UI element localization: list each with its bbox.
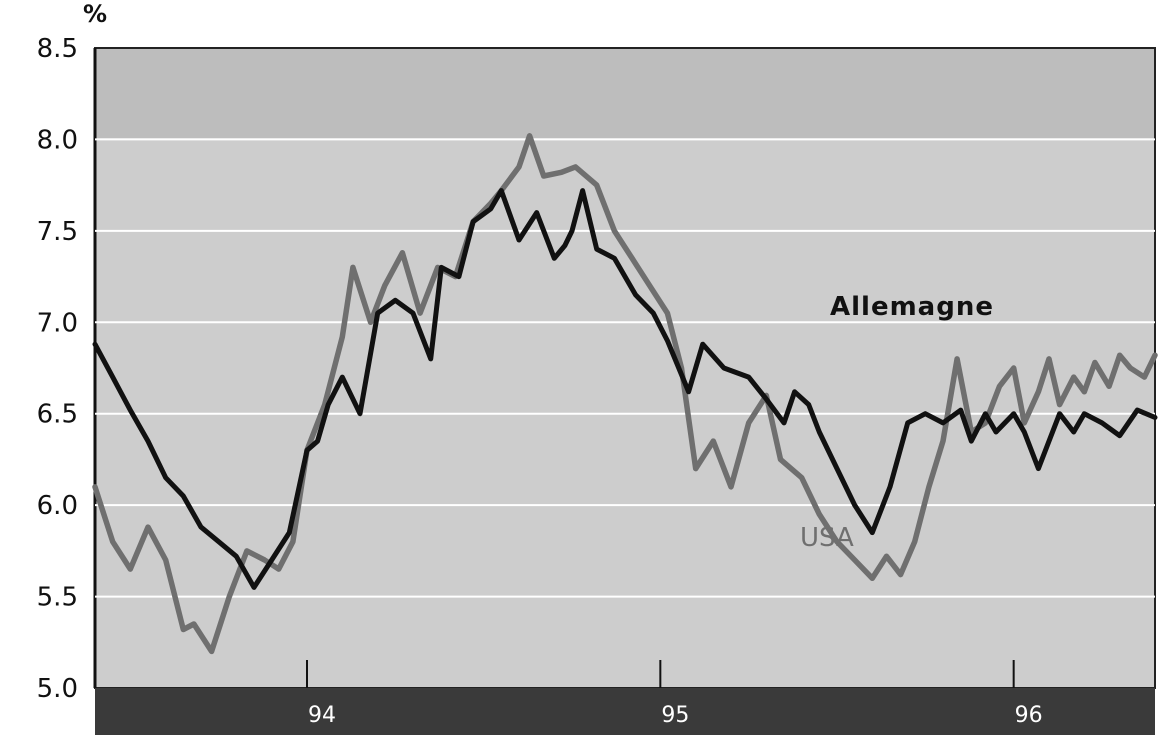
x-tick-label: 94 — [308, 703, 336, 728]
y-tick-label: 5.5 — [37, 583, 78, 613]
series-line-allemagne — [92, 188, 1158, 590]
y-tick-labels: 8.5 8.0 7.5 7.0 6.5 6.0 5.5 5.0 — [37, 34, 78, 704]
x-tick-labels: 94 95 96 — [308, 703, 1043, 728]
series-label-usa: USA — [800, 523, 854, 553]
plot-background — [95, 48, 1155, 688]
x-tick-label: 96 — [1015, 703, 1043, 728]
y-tick-label: 5.0 — [37, 674, 78, 704]
x-tick-marks — [306, 660, 1015, 688]
y-tick-label: 7.0 — [37, 308, 78, 338]
y-tick-label: 6.5 — [37, 400, 78, 430]
x-axis-band — [95, 688, 1155, 735]
y-tick-label: 8.0 — [37, 125, 78, 155]
y-unit-label: % — [83, 0, 107, 28]
series-label-allemagne: Allemagne — [830, 292, 994, 322]
gridlines — [95, 138, 1155, 598]
series-line-usa — [92, 133, 1158, 655]
series-lines — [92, 133, 1158, 655]
y-tick-label: 6.0 — [37, 491, 78, 521]
y-tick-label: 8.5 — [37, 34, 78, 64]
y-tick-label: 7.5 — [37, 217, 78, 247]
x-tick-label: 95 — [661, 703, 689, 728]
plot-top-band — [95, 48, 1155, 138]
